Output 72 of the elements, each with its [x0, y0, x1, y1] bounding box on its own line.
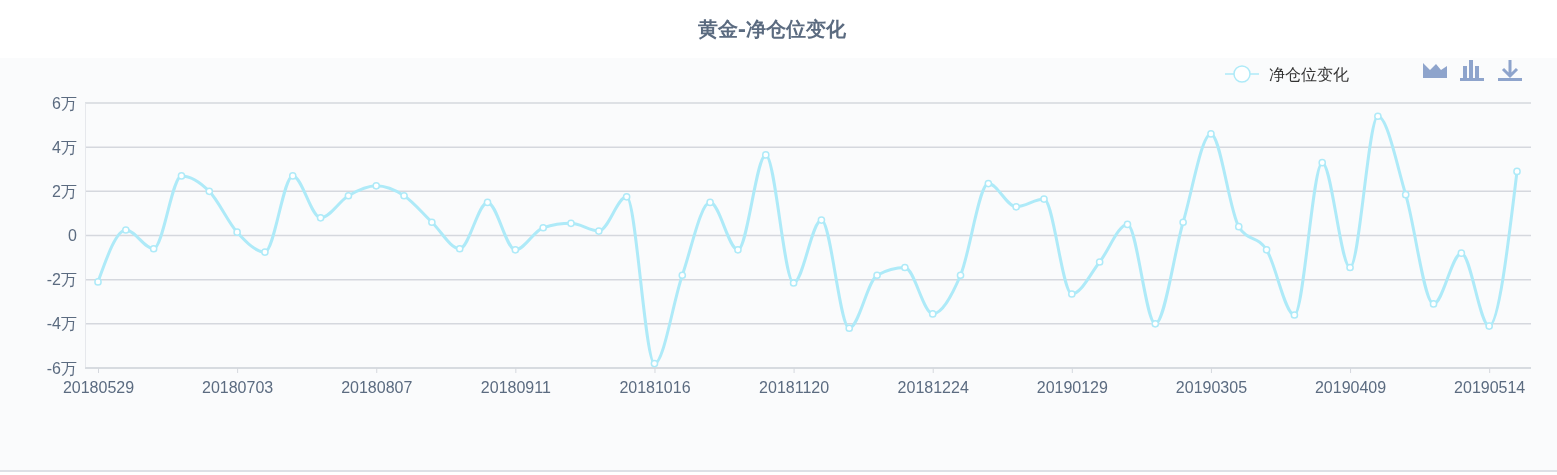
point — [622, 193, 631, 201]
point — [483, 198, 492, 207]
point — [1012, 202, 1021, 211]
point — [734, 246, 742, 254]
point — [1346, 263, 1354, 272]
point — [845, 324, 854, 333]
point — [901, 263, 909, 272]
y-tick-label: 2万 — [52, 182, 77, 200]
point — [1290, 311, 1299, 319]
point — [761, 151, 770, 159]
y-tick-label: -4万 — [46, 315, 77, 333]
point — [1374, 112, 1382, 121]
point — [1401, 190, 1410, 199]
x-tick-label: 20180529 — [62, 379, 135, 397]
point — [678, 271, 687, 280]
point — [1040, 195, 1048, 203]
point — [1513, 167, 1521, 176]
x-tick-label: 20181016 — [619, 379, 691, 397]
y-tick-label: 6万 — [52, 94, 77, 112]
y-tick-label: -2万 — [46, 271, 77, 289]
x-tick-label: 20190514 — [1454, 379, 1526, 397]
point — [1234, 222, 1243, 231]
point — [1457, 249, 1466, 257]
point — [1207, 130, 1215, 138]
point — [567, 219, 575, 228]
point — [261, 248, 269, 256]
point — [400, 191, 408, 200]
x-tick-label: 20180807 — [341, 379, 413, 397]
point — [1067, 290, 1076, 298]
point — [594, 227, 603, 235]
point — [873, 271, 881, 280]
point — [1485, 322, 1494, 330]
point — [455, 244, 464, 253]
x-tick-label: 20190129 — [1036, 379, 1109, 397]
point — [316, 214, 325, 222]
point — [1262, 246, 1271, 254]
point — [956, 271, 965, 280]
point — [1151, 320, 1160, 328]
point — [428, 218, 436, 227]
x-tick-label: 20190305 — [1175, 379, 1248, 397]
x-tick-label: 20181120 — [759, 379, 830, 397]
y-tick-label: 4万 — [52, 138, 77, 156]
point — [233, 228, 241, 237]
chart-title: 黄金-净仓位变化 — [696, 17, 848, 41]
point — [706, 198, 714, 207]
point — [928, 310, 937, 318]
x-tick-label: 20180911 — [480, 379, 551, 397]
legend-label: 净仓位变化 — [1269, 65, 1349, 84]
point — [1095, 258, 1104, 266]
point — [205, 187, 214, 196]
point — [149, 244, 158, 253]
point — [1318, 158, 1327, 167]
point — [372, 181, 381, 190]
point — [539, 223, 548, 232]
point — [288, 172, 297, 180]
point — [1429, 300, 1438, 308]
point — [650, 359, 659, 368]
point — [1123, 220, 1132, 229]
point — [511, 246, 520, 254]
point — [817, 216, 826, 224]
point — [1179, 218, 1187, 227]
point — [344, 191, 353, 200]
x-tick-label: 20180703 — [202, 379, 274, 397]
y-tick-label: -6万 — [46, 359, 77, 377]
x-tick-label: 20190409 — [1314, 379, 1387, 397]
point — [789, 279, 798, 287]
y-tick-label: 0 — [68, 227, 78, 245]
point — [121, 226, 130, 234]
point — [94, 278, 102, 286]
x-tick-label: 20181224 — [897, 379, 969, 397]
point — [984, 179, 993, 188]
point — [177, 172, 186, 180]
